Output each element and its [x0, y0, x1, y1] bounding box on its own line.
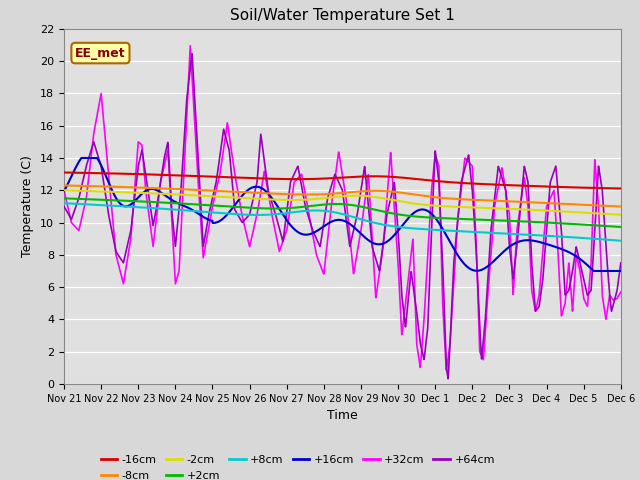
Text: EE_met: EE_met — [75, 47, 126, 60]
X-axis label: Time: Time — [327, 409, 358, 422]
Legend: -16cm, -8cm, -2cm, +2cm, +8cm, +16cm, +32cm, +64cm: -16cm, -8cm, -2cm, +2cm, +8cm, +16cm, +3… — [96, 451, 500, 480]
Title: Soil/Water Temperature Set 1: Soil/Water Temperature Set 1 — [230, 9, 455, 24]
Y-axis label: Temperature (C): Temperature (C) — [22, 156, 35, 257]
